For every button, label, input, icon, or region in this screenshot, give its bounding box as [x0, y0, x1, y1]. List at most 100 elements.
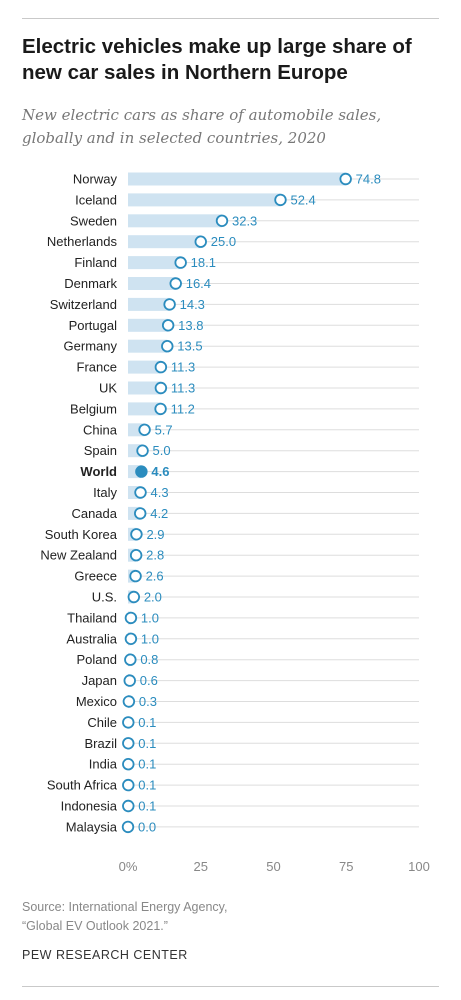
- data-point: [135, 465, 148, 478]
- data-point: [124, 632, 138, 646]
- value-label: 52.4: [290, 192, 315, 207]
- value-label: 18.1: [191, 255, 216, 270]
- data-point: [163, 298, 176, 311]
- value-label: 0.1: [138, 736, 156, 751]
- top-rule: [22, 18, 439, 19]
- x-tick-label: 100: [408, 859, 430, 874]
- x-tick-label: 50: [266, 859, 280, 874]
- value-label: 5.0: [153, 443, 171, 458]
- bar: [128, 381, 161, 395]
- category-label: Finland: [74, 255, 117, 270]
- data-point: [122, 695, 136, 708]
- value-label: 32.3: [232, 213, 257, 228]
- source-line-2: “Global EV Outlook 2021.”: [22, 919, 168, 933]
- bar: [128, 339, 168, 353]
- bar: [128, 256, 181, 270]
- source-note: Source: International Energy Agency, “Gl…: [22, 898, 227, 936]
- value-label: 0.6: [140, 673, 158, 688]
- category-label: Poland: [77, 652, 117, 667]
- data-point: [161, 339, 174, 353]
- value-label: 0.1: [138, 715, 156, 730]
- value-label: 4.3: [151, 485, 169, 500]
- data-point: [134, 507, 147, 520]
- category-label: Netherlands: [47, 234, 118, 249]
- category-label: Japan: [82, 673, 117, 688]
- data-point: [130, 528, 143, 541]
- value-label: 0.1: [138, 757, 156, 772]
- category-label: Belgium: [70, 401, 117, 416]
- data-point: [161, 319, 175, 332]
- value-label: 0.0: [138, 819, 156, 834]
- value-label: 0.8: [140, 652, 158, 667]
- category-label: India: [89, 757, 118, 772]
- category-label: China: [83, 422, 118, 437]
- category-label: Italy: [93, 485, 117, 500]
- value-label: 14.3: [180, 297, 205, 312]
- bar-chart: Norway 74.8 Iceland 52.4 Sweden 32.3 Netherlan…: [40, 172, 430, 874]
- data-point: [122, 737, 135, 750]
- data-point: [127, 590, 141, 604]
- x-tick-label: 25: [194, 859, 208, 874]
- chart-title: Electric vehicles make up large share of…: [22, 35, 412, 84]
- value-label: 74.8: [356, 172, 381, 187]
- value-label: 2.9: [146, 527, 164, 542]
- value-label: 25.0: [211, 234, 236, 249]
- category-label: U.S.: [92, 590, 117, 605]
- bar: [128, 193, 281, 207]
- value-label: 0.3: [139, 694, 157, 709]
- category-label: Indonesia: [61, 799, 118, 814]
- value-label: 0.1: [138, 799, 156, 814]
- value-label: 4.6: [151, 464, 169, 479]
- data-point: [124, 611, 138, 625]
- x-tick-label: 75: [339, 859, 353, 874]
- category-label: Denmark: [64, 276, 117, 291]
- value-label: 2.0: [144, 590, 162, 605]
- category-label: World: [80, 464, 117, 479]
- data-point: [215, 214, 229, 228]
- category-label: South Korea: [45, 527, 118, 542]
- brand-logo-text: PEW RESEARCH CENTER: [22, 948, 188, 962]
- data-point: [123, 674, 136, 687]
- bar: [128, 214, 222, 228]
- data-point: [154, 381, 168, 395]
- chart-subtitle: New electric cars as share of automobile…: [22, 106, 382, 147]
- value-label: 11.2: [171, 401, 195, 416]
- category-label: UK: [99, 381, 117, 396]
- value-label: 13.8: [178, 318, 203, 333]
- category-label: Mexico: [76, 694, 117, 709]
- bar: [128, 277, 176, 290]
- data-point: [194, 235, 207, 248]
- bar: [128, 402, 161, 416]
- value-label: 0.1: [138, 778, 156, 793]
- data-point: [154, 360, 168, 374]
- value-label: 5.7: [155, 422, 173, 437]
- bar: [128, 360, 161, 374]
- data-point: [122, 716, 135, 729]
- value-label: 1.0: [141, 631, 159, 646]
- data-point: [122, 778, 135, 792]
- data-point: [129, 569, 142, 583]
- value-label: 2.6: [146, 569, 164, 584]
- data-point: [154, 402, 167, 416]
- data-point: [121, 820, 135, 834]
- value-label: 11.3: [171, 360, 195, 375]
- value-label: 16.4: [186, 276, 211, 291]
- data-point: [339, 172, 352, 186]
- bar: [128, 318, 169, 332]
- category-label: Sweden: [70, 213, 117, 228]
- value-label: 11.3: [171, 381, 195, 396]
- category-label: Canada: [71, 506, 117, 521]
- category-label: Portugal: [69, 318, 118, 333]
- data-point: [274, 193, 287, 207]
- value-label: 13.5: [177, 339, 202, 354]
- category-label: Brazil: [84, 736, 117, 751]
- bar: [128, 235, 201, 249]
- data-point: [122, 758, 135, 771]
- category-label: Iceland: [75, 192, 117, 207]
- category-label: Germany: [64, 339, 118, 354]
- data-point: [122, 799, 135, 813]
- data-point: [134, 486, 147, 499]
- value-label: 4.2: [150, 506, 168, 521]
- value-label: 2.8: [146, 548, 164, 563]
- category-label: Chile: [87, 715, 117, 730]
